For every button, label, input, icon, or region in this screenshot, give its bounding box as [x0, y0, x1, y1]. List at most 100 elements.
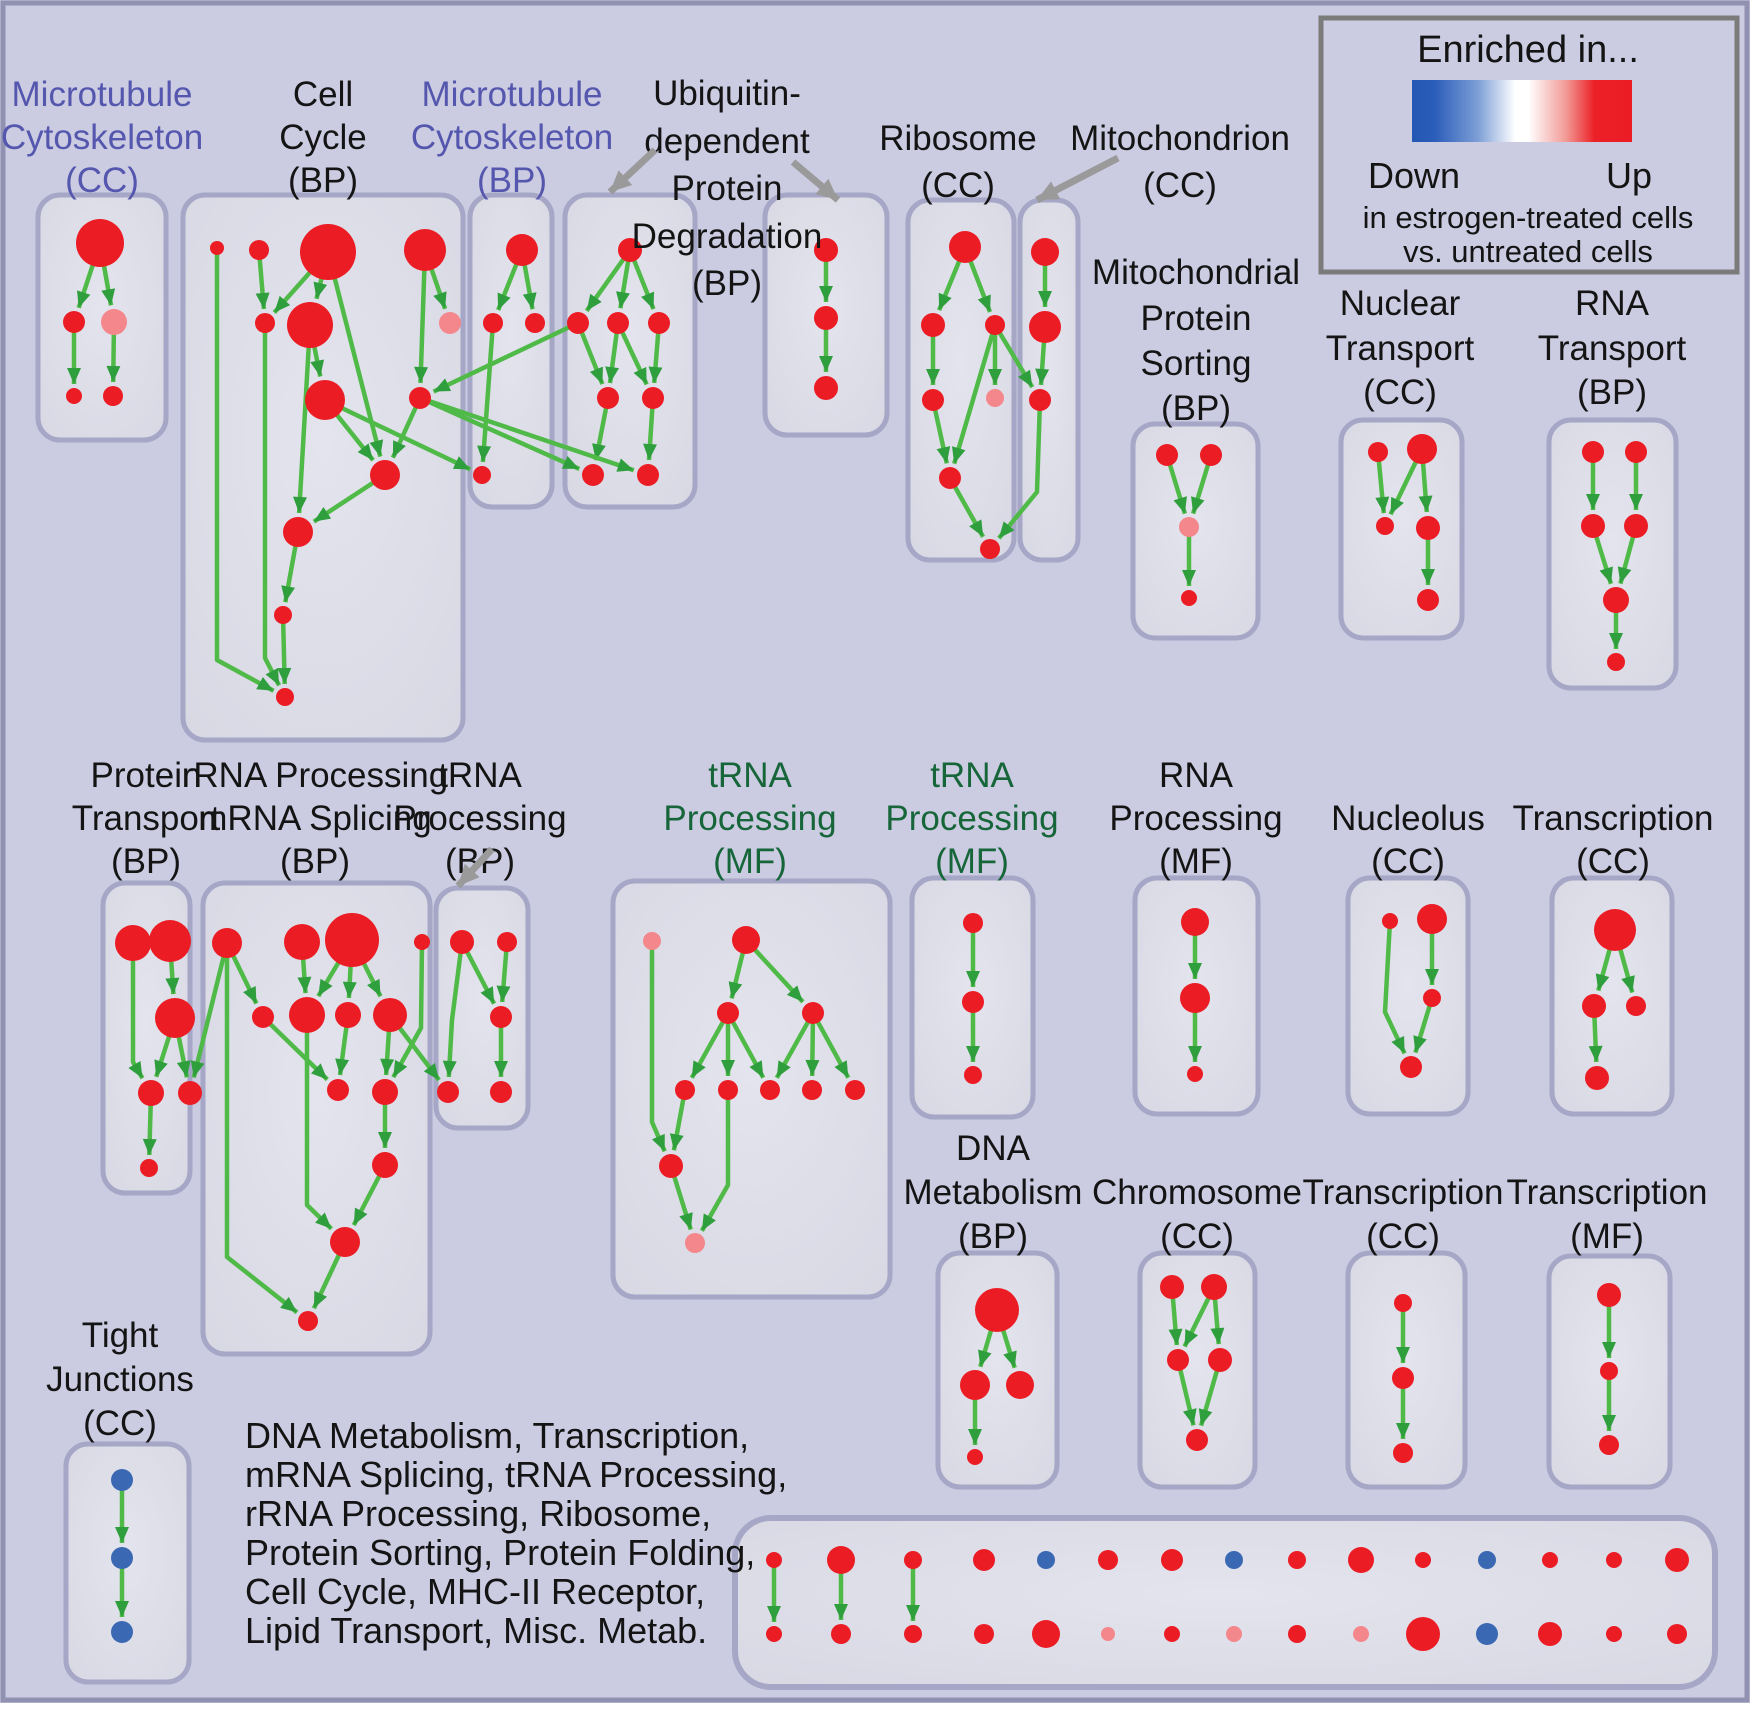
- go-term-node-ribosome-cc: [986, 389, 1004, 407]
- annotation-arrow-0: [607, 147, 658, 195]
- go-term-node-cell-cycle-bp: [249, 240, 269, 260]
- go-term-node-microtubule-cytoskeleton-cc: [101, 309, 127, 335]
- cluster-label-trna-processing-mf-small: tRNA Processing (MF): [885, 756, 1058, 881]
- edge-trna-processing-bp: [496, 941, 511, 1003]
- footnote-line: Lipid Transport, Misc. Metab.: [245, 1610, 707, 1651]
- go-term-node-ubiquitin-degradation-bp-1: [607, 312, 629, 334]
- go-term-node-cell-cycle-bp: [370, 460, 400, 490]
- cluster-box-chromosome-cc: [1137, 1250, 1258, 1490]
- edge-cell-cycle-bp: [262, 323, 282, 687]
- go-term-node-protein-transport-bp: [138, 1080, 164, 1106]
- go-term-node-misc-bottom: [1288, 1625, 1306, 1643]
- go-term-node-ribosome-cc: [949, 231, 981, 263]
- go-term-node-trna-processing-bp: [490, 1006, 512, 1028]
- go-term-node-ribosome-cc: [985, 315, 1005, 335]
- go-term-node-transcription-cc-mid: [1585, 1066, 1609, 1090]
- go-term-node-cell-cycle-bp: [274, 606, 292, 624]
- go-term-node-cell-cycle-bp: [287, 302, 333, 348]
- go-term-node-microtubule-cytoskeleton-cc: [103, 386, 123, 406]
- go-term-node-ribosome-cc: [939, 467, 961, 489]
- cluster-label-rna-processing-mf: RNA Processing (MF): [1109, 756, 1282, 881]
- cluster-label-tight-junctions-cc: Tight Junctions (CC): [46, 1316, 194, 1443]
- edge-ribosome-cc: [952, 324, 998, 465]
- edge-trna-processing-mf-large: [649, 941, 667, 1153]
- go-term-node-tight-junctions-cc: [111, 1469, 133, 1491]
- go-term-node-rrna-processing-mrna-splicing-bp: [325, 913, 379, 967]
- cluster-box-trna-processing-mf-large: [610, 878, 893, 1300]
- go-term-node-rrna-processing-mrna-splicing-bp: [252, 1006, 274, 1028]
- go-term-node-chromosome-cc: [1160, 1275, 1184, 1299]
- cluster-label-transcription-cc-mid: Transcription (CC): [1513, 799, 1714, 881]
- go-term-node-microtubule-cytoskeleton-bp: [483, 313, 503, 333]
- footnote-line: Cell Cycle, MHC-II Receptor,: [245, 1571, 705, 1612]
- cluster-label-transcription-cc-bottom: Transcription (CC): [1303, 1173, 1504, 1256]
- go-term-node-chromosome-cc: [1201, 1274, 1227, 1300]
- go-term-node-misc-top: [827, 1546, 855, 1574]
- go-term-node-misc-bottom: [1226, 1626, 1242, 1642]
- go-term-node-protein-transport-bp: [149, 920, 191, 962]
- go-term-node-ubiquitin-degradation-bp-1: [637, 464, 659, 486]
- footnote-line: DNA Metabolism, Transcription,: [245, 1415, 749, 1456]
- go-term-node-misc-bottom: [1032, 1620, 1060, 1648]
- go-term-node-misc-top: [1606, 1552, 1622, 1568]
- go-term-node-cell-cycle-bp: [439, 312, 461, 334]
- go-term-node-ubiquitin-degradation-bp-1: [597, 387, 619, 409]
- cluster-label-mitochondrial-protein-sorting-bp: Mitochondrial Protein Sorting (BP): [1092, 253, 1300, 428]
- legend-subtitle-line2: vs. untreated cells: [1403, 234, 1653, 269]
- go-term-node-transcription-cc-mid: [1626, 996, 1646, 1016]
- go-term-node-rna-transport-bp: [1625, 441, 1647, 463]
- go-term-node-trna-processing-mf-large: [717, 1002, 739, 1024]
- go-term-node-mitochondrial-protein-sorting-bp: [1179, 517, 1199, 537]
- go-term-node-rrna-processing-mrna-splicing-bp: [289, 997, 325, 1033]
- edge-rrna-processing-mrna-splicing-bp: [224, 943, 299, 1315]
- cluster-label-chromosome-cc: Chromosome (CC): [1092, 1173, 1302, 1256]
- go-term-node-trna-processing-mf-large: [675, 1080, 695, 1100]
- go-term-node-rna-transport-bp: [1603, 587, 1629, 613]
- legend-title: Enriched in...: [1417, 29, 1639, 71]
- go-term-node-rrna-processing-mrna-splicing-bp: [327, 1079, 349, 1101]
- footnote-text-block: DNA Metabolism, Transcription, mRNA Spli…: [245, 1415, 787, 1651]
- go-term-node-mitochondrial-protein-sorting-bp: [1200, 444, 1222, 466]
- go-term-node-transcription-cc-bottom: [1394, 1294, 1412, 1312]
- cluster-box-ribosome-cc: [905, 197, 1017, 563]
- nodes-layer: [63, 219, 1689, 1651]
- go-term-node-cell-cycle-bp: [283, 517, 313, 547]
- go-term-node-misc-top: [1288, 1551, 1306, 1569]
- footnote-line: mRNA Splicing, tRNA Processing,: [245, 1454, 787, 1495]
- go-term-node-dna-metabolism-bp: [960, 1370, 990, 1400]
- go-term-node-misc-top: [1161, 1549, 1183, 1571]
- go-term-node-misc-top: [1415, 1552, 1431, 1568]
- go-term-node-mitochondrion-cc: [1029, 311, 1061, 343]
- go-term-node-trna-processing-mf-large: [718, 1080, 738, 1100]
- go-term-node-trna-processing-bp: [437, 1081, 459, 1103]
- cluster-label-nuclear-transport-cc: Nuclear Transport (CC): [1326, 284, 1475, 412]
- go-term-node-microtubule-cytoskeleton-cc: [66, 388, 82, 404]
- cluster-box-nucleolus-cc: [1345, 875, 1471, 1117]
- go-term-node-trna-processing-bp: [497, 932, 517, 952]
- go-term-node-rrna-processing-mrna-splicing-bp: [298, 1311, 318, 1331]
- go-term-node-rna-transport-bp: [1624, 514, 1648, 538]
- go-term-node-cell-cycle-bp: [276, 688, 294, 706]
- cluster-box-nuclear-transport-cc: [1338, 417, 1465, 641]
- legend-up-label: Up: [1606, 155, 1652, 196]
- go-term-node-dna-metabolism-bp: [1006, 1371, 1034, 1399]
- go-term-node-nucleolus-cc: [1400, 1056, 1422, 1078]
- edge-trna-processing-mf-large: [699, 1090, 731, 1232]
- edge-trna-processing-mf-large: [774, 1011, 815, 1079]
- edge-cell-cycle-bp: [414, 249, 429, 384]
- edge-cell-cycle-bp: [293, 324, 313, 514]
- cross-edge-4: [993, 323, 1035, 389]
- go-term-node-misc-top: [1098, 1550, 1118, 1570]
- go-term-node-dna-metabolism-bp: [967, 1449, 983, 1465]
- cross-edge-5: [997, 399, 1043, 540]
- go-term-node-protein-transport-bp: [140, 1159, 158, 1177]
- edge-rrna-processing-mrna-splicing-bp: [391, 941, 425, 1079]
- edge-trna-processing-mf-large: [726, 1011, 766, 1079]
- go-term-node-cell-cycle-bp: [210, 241, 224, 255]
- cluster-label-nucleolus-cc: Nucleolus (CC): [1331, 799, 1485, 881]
- cluster-label-ubiquitin-degradation-bp-1: Ubiquitin-dependent Protein Degradation (BP…: [632, 74, 823, 303]
- go-term-node-trna-processing-bp: [450, 930, 474, 954]
